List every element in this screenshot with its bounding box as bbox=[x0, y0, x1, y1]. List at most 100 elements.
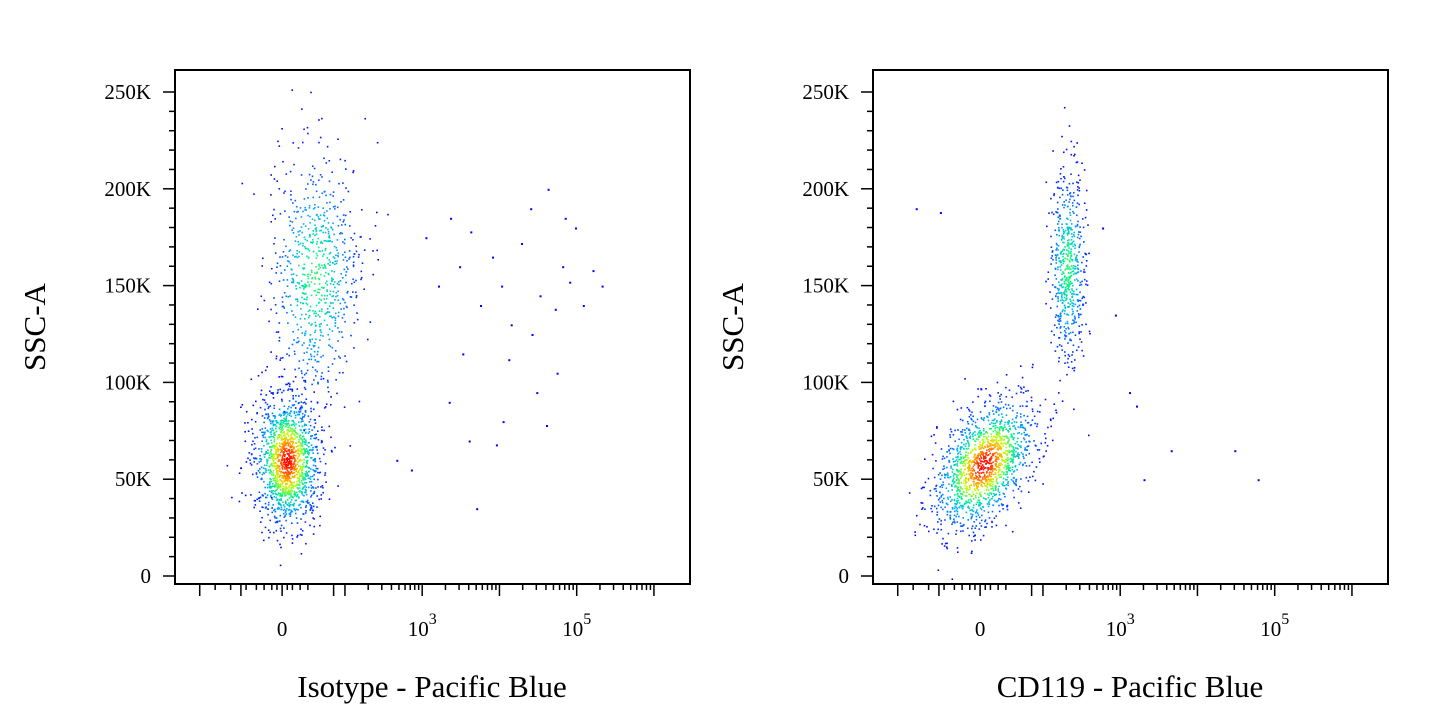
event-dot bbox=[979, 493, 982, 496]
event-dot bbox=[987, 476, 989, 479]
event-dot bbox=[1063, 236, 1065, 238]
event-dot bbox=[307, 132, 309, 135]
event-dot bbox=[287, 462, 290, 465]
event-dot bbox=[336, 294, 339, 297]
event-dot bbox=[280, 437, 283, 440]
event-dot bbox=[997, 448, 999, 451]
event-dot bbox=[1068, 289, 1070, 291]
event-dot bbox=[306, 459, 309, 462]
event-dot bbox=[337, 290, 339, 293]
event-dot bbox=[1006, 479, 1008, 481]
event-dot bbox=[946, 503, 949, 506]
event-dot bbox=[296, 388, 299, 390]
event-dot bbox=[953, 464, 956, 466]
event-dot bbox=[980, 481, 982, 483]
event-dot bbox=[336, 239, 339, 241]
event-dot bbox=[284, 500, 287, 503]
event-dot bbox=[273, 297, 275, 299]
event-dot bbox=[293, 463, 295, 466]
event-dot bbox=[982, 497, 985, 499]
event-dot bbox=[966, 489, 968, 492]
event-dot bbox=[307, 432, 310, 435]
event-dot bbox=[274, 449, 277, 451]
event-dot bbox=[320, 356, 322, 358]
event-dot bbox=[978, 501, 980, 504]
event-dot bbox=[966, 462, 969, 465]
event-dot bbox=[978, 479, 980, 481]
event-dot bbox=[295, 517, 298, 519]
event-dot bbox=[304, 449, 306, 452]
event-dot bbox=[1028, 491, 1030, 493]
event-dot bbox=[1057, 292, 1060, 294]
event-dot bbox=[303, 447, 305, 450]
event-dot bbox=[361, 209, 363, 211]
y-axis-title: SSC-A bbox=[17, 282, 52, 370]
event-dot bbox=[960, 471, 962, 473]
event-dot bbox=[1077, 186, 1079, 188]
event-dot bbox=[1070, 195, 1072, 198]
event-dot bbox=[305, 460, 308, 462]
event-dot bbox=[334, 260, 336, 263]
event-dot bbox=[1066, 194, 1069, 196]
x-tick-label: 105 bbox=[562, 611, 591, 641]
event-dot bbox=[274, 462, 276, 464]
event-dot bbox=[1005, 452, 1007, 455]
event-dot bbox=[964, 502, 967, 505]
event-dot bbox=[278, 188, 281, 190]
event-dot bbox=[951, 523, 953, 525]
event-dot bbox=[1026, 449, 1028, 451]
event-dot bbox=[987, 454, 990, 456]
event-dot bbox=[956, 493, 959, 496]
event-dot bbox=[292, 463, 294, 465]
event-dot bbox=[1055, 409, 1057, 412]
event-dot bbox=[575, 227, 577, 230]
event-dot bbox=[273, 440, 276, 443]
event-dot bbox=[331, 270, 333, 272]
event-dot bbox=[1044, 398, 1047, 401]
event-dot bbox=[1022, 463, 1024, 466]
event-dot bbox=[312, 183, 314, 186]
event-dot bbox=[269, 428, 272, 430]
event-dot bbox=[951, 507, 954, 509]
event-dot bbox=[961, 474, 963, 476]
event-dot bbox=[285, 461, 288, 463]
event-dot bbox=[1066, 322, 1069, 325]
event-dot bbox=[952, 475, 955, 477]
event-dot bbox=[1063, 151, 1065, 154]
event-dot bbox=[280, 443, 283, 445]
event-dot bbox=[1067, 288, 1069, 290]
event-dot bbox=[272, 504, 274, 506]
event-dot bbox=[1067, 281, 1070, 283]
event-dot bbox=[956, 448, 958, 451]
event-dot bbox=[987, 489, 990, 491]
event-dot bbox=[290, 470, 293, 473]
event-dot bbox=[280, 375, 283, 378]
event-dot bbox=[306, 462, 308, 465]
event-dot bbox=[939, 478, 942, 480]
event-dot bbox=[984, 445, 986, 448]
event-dot bbox=[1066, 361, 1069, 364]
event-dot bbox=[986, 449, 988, 451]
event-dot bbox=[334, 322, 337, 324]
event-dot bbox=[1004, 403, 1007, 406]
event-dot bbox=[323, 157, 325, 160]
event-dot bbox=[967, 447, 970, 450]
event-dot bbox=[989, 395, 992, 397]
event-dot bbox=[976, 426, 978, 429]
event-dot bbox=[1067, 272, 1070, 275]
event-dot bbox=[305, 451, 307, 453]
event-dot bbox=[292, 472, 295, 474]
event-dot bbox=[977, 436, 980, 438]
event-dot bbox=[1020, 446, 1022, 449]
event-dot bbox=[335, 295, 337, 298]
event-dot bbox=[983, 467, 986, 469]
event-dot bbox=[296, 337, 299, 339]
event-dot bbox=[271, 507, 273, 509]
event-dot bbox=[311, 512, 313, 514]
event-dot bbox=[1003, 471, 1005, 474]
event-dot bbox=[285, 502, 287, 505]
event-dot bbox=[266, 460, 268, 463]
event-dot bbox=[304, 334, 306, 337]
event-dot bbox=[272, 459, 275, 462]
event-dot bbox=[1045, 181, 1048, 184]
